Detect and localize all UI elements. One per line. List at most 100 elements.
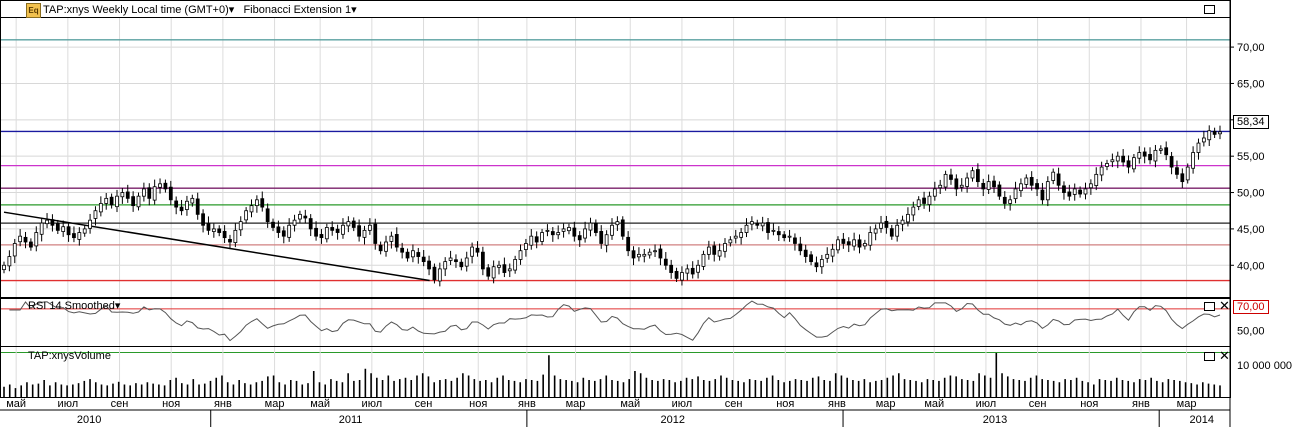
rsi-title[interactable]: RSI 14 Smoothed bbox=[28, 300, 115, 312]
candle-body bbox=[852, 239, 857, 247]
candle-body bbox=[701, 253, 706, 267]
candle-body bbox=[341, 224, 345, 235]
candle-body bbox=[524, 243, 528, 250]
candle-body bbox=[1099, 166, 1104, 176]
candle-body bbox=[163, 182, 168, 190]
candle-body bbox=[1196, 142, 1201, 153]
month-label: май bbox=[924, 398, 944, 410]
candle-body bbox=[733, 235, 738, 239]
candle-body bbox=[1013, 188, 1018, 200]
candle-body bbox=[809, 254, 813, 263]
rsi-dropdown-icon[interactable]: ▾ bbox=[114, 300, 121, 312]
candle-body bbox=[1088, 183, 1093, 189]
candle-body bbox=[168, 186, 173, 201]
candle-body bbox=[142, 188, 146, 197]
candle-body bbox=[1078, 189, 1082, 195]
month-label: июл bbox=[976, 398, 997, 410]
candle-body bbox=[486, 267, 491, 277]
volume-panel-header[interactable]: TAP:xnysVolume bbox=[28, 350, 111, 362]
candle-body bbox=[1067, 191, 1072, 197]
candle-body bbox=[1115, 155, 1120, 162]
candle-body bbox=[873, 228, 878, 234]
timeframe-dropdown-icon[interactable]: ▾ bbox=[228, 4, 235, 16]
eq-instrument-icon[interactable]: Eq bbox=[26, 3, 41, 18]
candle-body bbox=[1008, 199, 1013, 204]
candle-body bbox=[534, 236, 539, 243]
candle-body bbox=[830, 248, 835, 257]
candle-body bbox=[1137, 152, 1142, 159]
candle-body bbox=[895, 224, 900, 237]
fibonacci-levels[interactable] bbox=[0, 39, 1230, 282]
candle-body bbox=[502, 264, 507, 273]
rsi-tick-label: 50,00 bbox=[1237, 326, 1265, 338]
rsi-panel-header[interactable]: RSI 14 Smoothed▾ bbox=[28, 299, 120, 312]
candle-body bbox=[1040, 189, 1045, 201]
candle-body bbox=[61, 226, 66, 232]
candle-body bbox=[696, 264, 700, 273]
candle-body bbox=[480, 251, 485, 270]
candle-body bbox=[416, 252, 421, 257]
month-label: сен bbox=[415, 398, 433, 410]
candle-body bbox=[513, 259, 518, 271]
candle-body bbox=[373, 223, 378, 244]
candle-body bbox=[1207, 130, 1212, 141]
candle-body bbox=[319, 234, 324, 239]
candle-body bbox=[932, 188, 937, 197]
candle-body bbox=[577, 235, 582, 241]
candle-body bbox=[29, 241, 33, 248]
candle-body bbox=[249, 205, 254, 213]
candle-body bbox=[308, 218, 313, 230]
instrument-label[interactable]: TAP:xnys bbox=[43, 4, 90, 16]
candle-body bbox=[507, 268, 512, 272]
candle-body bbox=[900, 219, 905, 225]
candle-body bbox=[992, 180, 996, 188]
candle-body bbox=[217, 228, 222, 233]
candle-body bbox=[1051, 171, 1056, 181]
candle-body bbox=[588, 222, 593, 231]
month-label: май bbox=[310, 398, 330, 410]
price-tick-label: 70,00 bbox=[1237, 42, 1265, 54]
candle-body bbox=[1072, 188, 1077, 195]
maximize-price-panel-icon[interactable] bbox=[1204, 5, 1215, 14]
month-label: ноя bbox=[162, 398, 180, 410]
candle-body bbox=[201, 213, 205, 226]
candle-body bbox=[1019, 183, 1023, 192]
candle-body bbox=[997, 184, 1002, 197]
study-dropdown-icon[interactable]: ▾ bbox=[351, 4, 357, 16]
candle-body bbox=[1142, 151, 1147, 157]
candle-body bbox=[750, 221, 754, 225]
candle-body bbox=[529, 235, 534, 246]
price-tick-label: 50,00 bbox=[1237, 188, 1265, 200]
candle-body bbox=[88, 219, 92, 229]
rsi-series bbox=[9, 300, 1221, 342]
candle-body bbox=[943, 173, 948, 188]
trendline[interactable] bbox=[3, 211, 430, 282]
candle-body bbox=[545, 229, 550, 232]
candle-body bbox=[771, 229, 776, 232]
candle-body bbox=[1201, 137, 1206, 143]
panel-frames bbox=[0, 0, 1231, 427]
month-label: май bbox=[620, 398, 640, 410]
candle-body bbox=[1121, 155, 1126, 163]
study-label[interactable]: Fibonacci Extension 1 bbox=[243, 4, 352, 16]
timeframe-label[interactable]: Weekly Local time (GMT+0) bbox=[92, 4, 229, 16]
maximize-volume-panel-icon[interactable] bbox=[1204, 352, 1215, 361]
volume-tick-label: 10 000 000 bbox=[1237, 360, 1292, 372]
candle-body bbox=[857, 239, 862, 248]
close-rsi-panel-icon[interactable]: ✕ bbox=[1219, 298, 1230, 313]
candle-body bbox=[949, 174, 953, 180]
volume-title[interactable]: TAP:xnysVolume bbox=[28, 350, 111, 362]
candle-body bbox=[330, 227, 335, 231]
candle-body bbox=[712, 245, 717, 255]
rsi-grid bbox=[0, 298, 1230, 353]
close-volume-panel-icon[interactable]: ✕ bbox=[1219, 348, 1230, 363]
candle-body bbox=[518, 250, 523, 260]
candle-body bbox=[255, 199, 259, 207]
candle-body bbox=[228, 238, 232, 243]
candle-body bbox=[717, 250, 722, 257]
candle-body bbox=[1094, 173, 1099, 186]
price-panel-header[interactable]: TAP:xnys Weekly Local time (GMT+0)▾ Fibo… bbox=[43, 3, 357, 16]
candle-body bbox=[642, 253, 647, 257]
price-tick-label: 65,00 bbox=[1237, 78, 1265, 90]
maximize-rsi-panel-icon[interactable] bbox=[1204, 302, 1215, 311]
